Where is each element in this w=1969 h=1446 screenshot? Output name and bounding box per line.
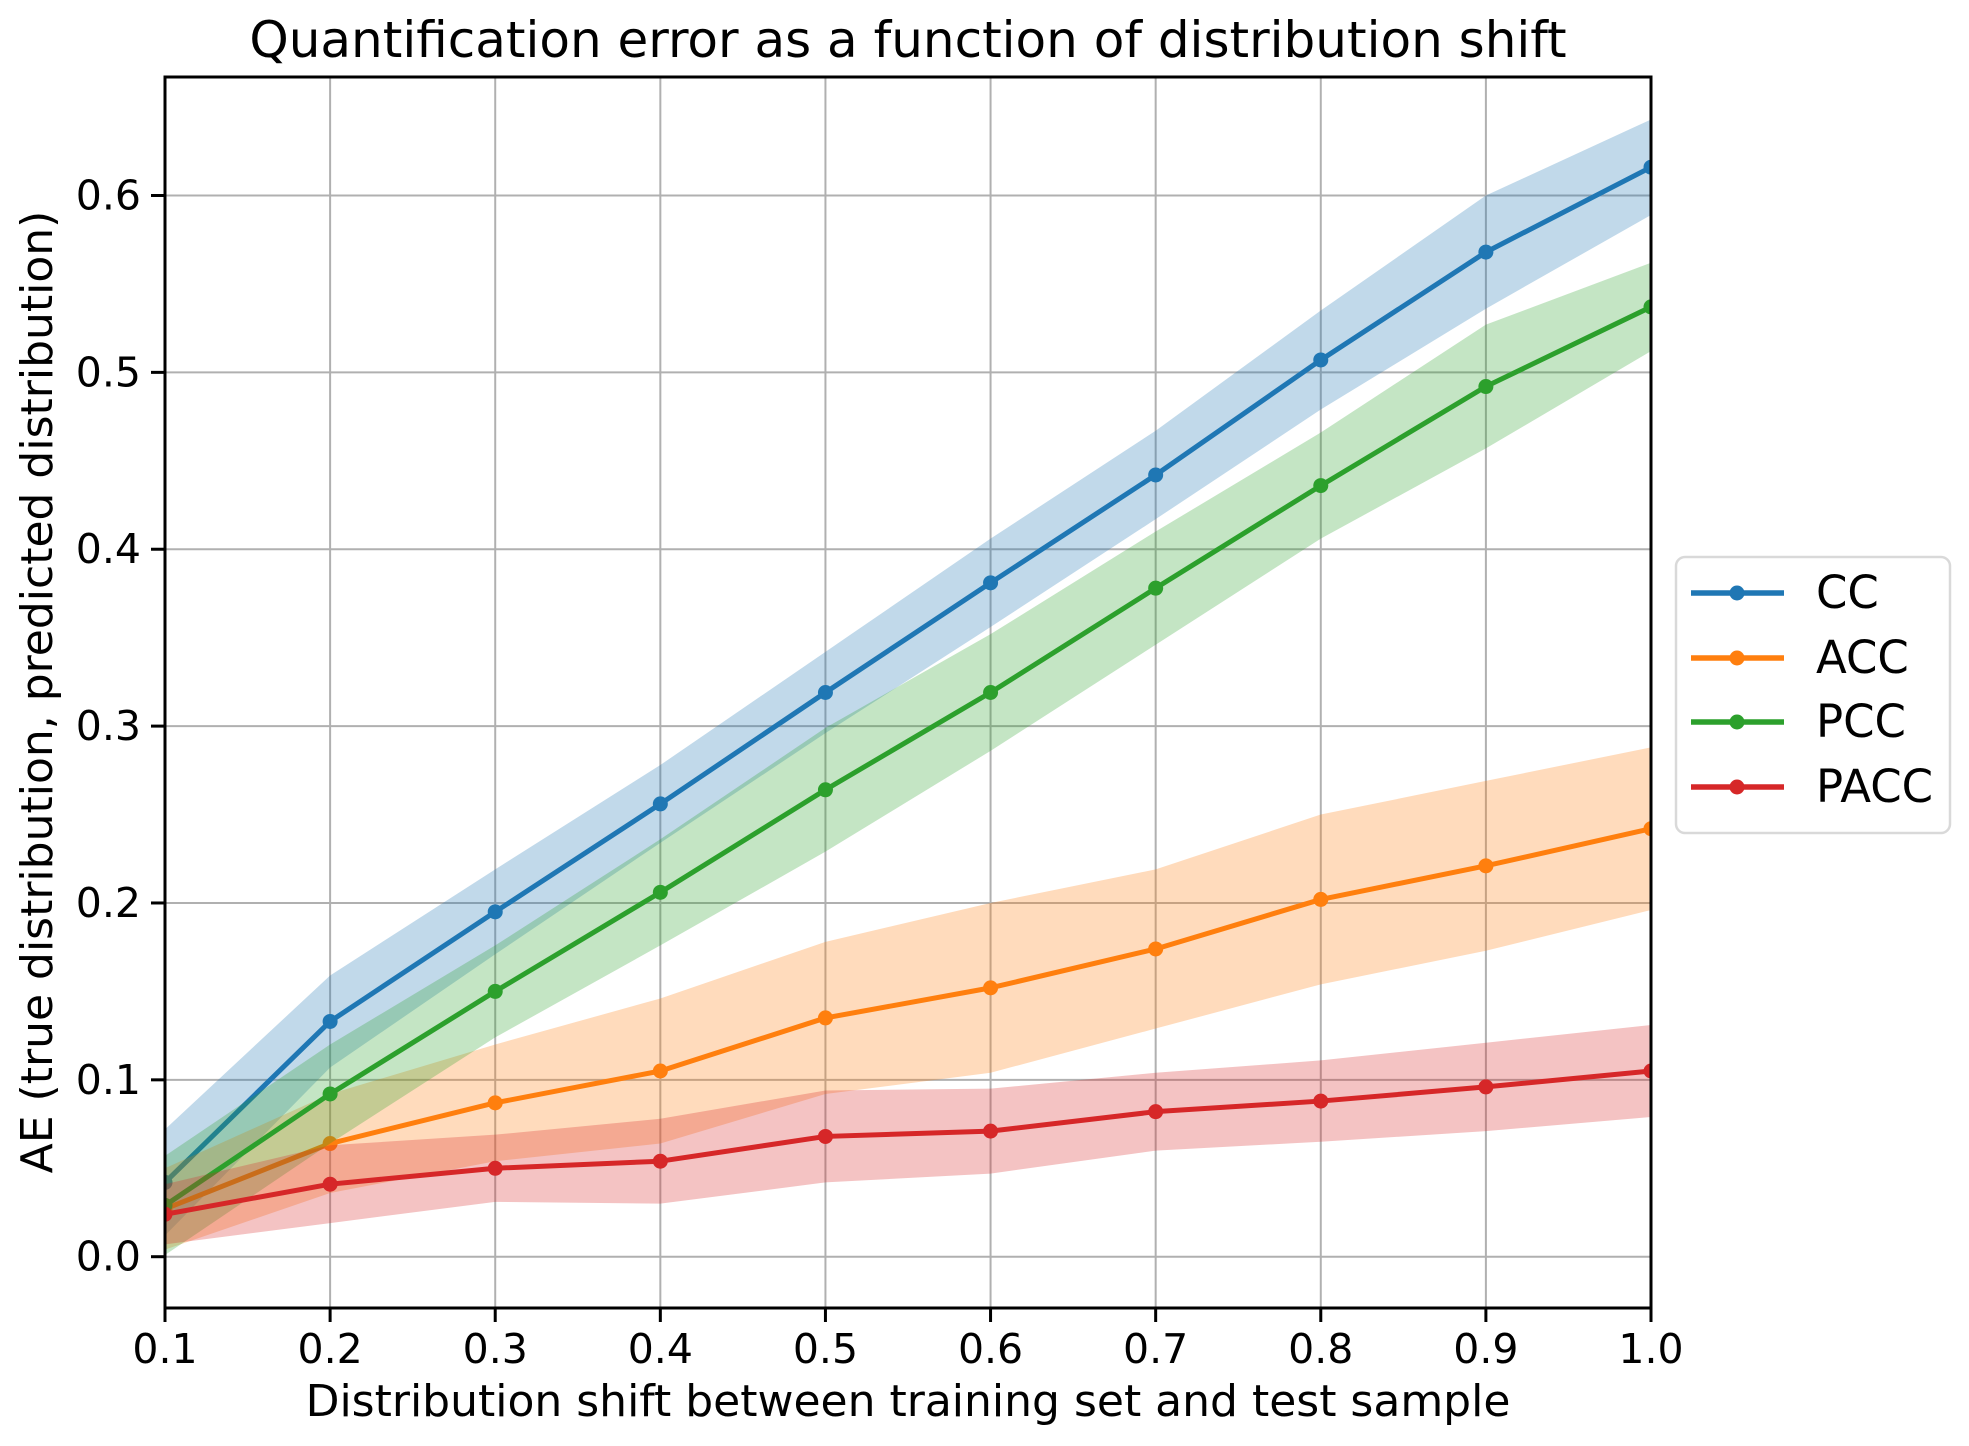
marker-acc: [1148, 941, 1164, 957]
marker-cc: [322, 1013, 338, 1029]
marker-pacc: [1148, 1104, 1164, 1120]
x-tick-label: 0.4: [628, 1325, 693, 1373]
x-tick-label: 0.9: [1453, 1325, 1518, 1373]
series-cc: [165, 119, 1651, 1236]
marker-pacc: [983, 1123, 999, 1139]
legend-entry-pcc: PCC: [1691, 695, 1906, 748]
marker-pcc: [1313, 478, 1329, 494]
legend-frame: [1674, 555, 1952, 835]
x-tick-label: 0.2: [298, 1325, 363, 1373]
marker-acc: [487, 1095, 503, 1111]
axes-spines: [163, 75, 1653, 1310]
marker-cc: [652, 796, 668, 812]
marker-pcc: [1643, 299, 1651, 315]
y-tick-label: 0.1: [76, 1056, 141, 1104]
marker-pcc: [652, 884, 668, 900]
marker-pcc: [487, 983, 503, 999]
marker-pcc: [1148, 580, 1164, 596]
marker-cc: [983, 575, 999, 591]
marker-pcc: [983, 685, 999, 700]
plot-border: [163, 75, 1653, 1310]
x-tick-label: 0.3: [463, 1325, 528, 1373]
line-pcc: [165, 304, 1651, 1208]
x-tick-label: 0.7: [1123, 1325, 1188, 1373]
marker-cc: [165, 1174, 173, 1190]
marker-cc: [487, 904, 503, 920]
chart-title: Quantification error as a function of di…: [249, 11, 1566, 69]
line-pacc: [165, 1068, 1651, 1217]
marker-pcc: [1478, 379, 1494, 395]
legend-label: ACC: [1816, 631, 1909, 684]
y-tick-label: 0.4: [76, 525, 141, 573]
marker-cc: [1643, 159, 1651, 175]
marker-acc: [983, 980, 999, 996]
legend-entry-pacc: PACC: [1691, 760, 1933, 813]
legend-marker-sample: [1729, 585, 1745, 601]
marker-pacc: [1313, 1093, 1329, 1109]
x-tick-label: 0.5: [793, 1325, 858, 1373]
marker-acc: [1313, 891, 1329, 907]
confidence-band-acc: [165, 747, 1651, 1250]
marker-acc: [817, 1010, 833, 1026]
line-cc: [165, 164, 1651, 1185]
y-tick-label: 0.6: [76, 172, 141, 220]
legend-marker-sample: [1729, 714, 1745, 730]
legend-entry-cc: CC: [1691, 566, 1879, 619]
line-acc: [165, 826, 1651, 1212]
marker-pacc: [165, 1206, 173, 1222]
marker-cc: [817, 685, 833, 700]
legend-label: CC: [1816, 566, 1879, 619]
marker-pacc: [322, 1176, 338, 1192]
y-tick-label: 0.3: [76, 702, 141, 750]
marker-cc: [1148, 467, 1164, 483]
legend-label: PCC: [1816, 695, 1906, 748]
confidence-band-cc: [165, 119, 1651, 1236]
x-tick-label: 0.1: [132, 1325, 197, 1373]
x-tick-label: 0.6: [958, 1325, 1023, 1373]
x-tick-label: 0.8: [1288, 1325, 1353, 1373]
series-pacc: [165, 1025, 1651, 1245]
marker-acc: [322, 1136, 338, 1152]
y-tick-label: 0.0: [76, 1233, 141, 1281]
marker-pacc: [1478, 1079, 1494, 1095]
y-axis-label: AE (true distribution, predicted distrib…: [12, 211, 63, 1174]
marker-pcc: [322, 1086, 338, 1102]
y-tick-label: 0.2: [76, 879, 141, 927]
marker-cc: [1478, 244, 1494, 260]
legend-marker-sample: [1729, 650, 1745, 666]
axis-ticks-and-labels: 0.1 0.2 0.3 0.4 0.5 0.6 0.7 0.8 0.9 1.0 0.0 0.1 0.2 0…: [76, 172, 1684, 1373]
x-tick-label: 1.0: [1618, 1325, 1683, 1373]
x-axis-label: Distribution shift between training set …: [306, 1376, 1511, 1427]
series-acc: [165, 747, 1651, 1250]
marker-pcc: [817, 782, 833, 798]
marker-pacc: [487, 1160, 503, 1176]
legend-label: PACC: [1816, 760, 1933, 813]
marker-pacc: [817, 1128, 833, 1144]
marker-acc: [1478, 858, 1494, 874]
legend-entry-acc: ACC: [1691, 631, 1909, 684]
marker-cc: [1313, 352, 1329, 368]
marker-pacc: [652, 1153, 668, 1169]
marker-pacc: [1643, 1063, 1651, 1079]
legend: CC ACC PCC PACC: [1674, 555, 1952, 835]
legend-marker-sample: [1729, 779, 1745, 795]
marker-acc: [652, 1063, 668, 1079]
marker-acc: [1643, 821, 1651, 837]
series-layer: [165, 119, 1651, 1255]
y-tick-label: 0.5: [76, 348, 141, 396]
